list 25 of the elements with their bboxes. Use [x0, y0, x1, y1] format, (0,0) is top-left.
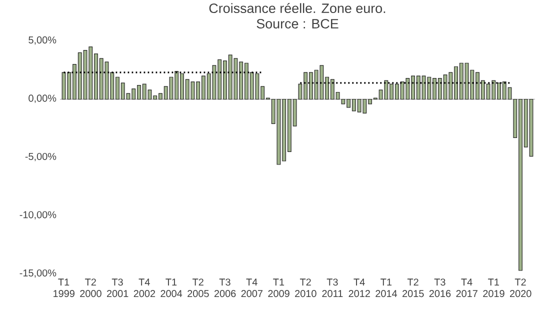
x-tick-label: T2 2010 [295, 278, 316, 298]
x-tick-label: T1 2009 [268, 278, 290, 298]
x-tick-label: T2 2020 [510, 278, 532, 298]
x-tick-label: T2 2005 [188, 278, 209, 298]
x-tick-label: T4 2007 [241, 278, 262, 298]
y-tick-label: 5,00% [28, 36, 56, 45]
x-tick-label: T2 2000 [80, 278, 102, 298]
x-tick-label: T1 2019 [483, 278, 504, 298]
x-tick-label: T4 2002 [134, 278, 156, 298]
x-tick-label: T2 2015 [402, 278, 424, 298]
y-tick-label: -10,00% [20, 211, 56, 220]
x-tick-label: T4 2017 [456, 278, 478, 298]
x-tick-label: T1 2004 [160, 278, 182, 298]
x-tick-label: T3 2006 [214, 278, 236, 298]
y-tick-label: -5,00% [25, 152, 56, 162]
y-tick-label: 0,00% [28, 94, 56, 103]
x-tick-label: T1 1999 [54, 278, 74, 298]
chart-subtitle: Source : BCE [256, 18, 338, 28]
x-tick-label: T3 2016 [429, 278, 451, 298]
x-tick-label: T4 2012 [348, 278, 370, 298]
y-tick-label: -15,00% [20, 269, 56, 278]
x-tick-label: T3 2011 [322, 278, 343, 298]
x-tick-label: T3 2001 [106, 278, 128, 298]
chart-title: Croissance réelle. Zone euro. [209, 3, 386, 14]
x-tick-label: T1 2014 [376, 278, 398, 298]
